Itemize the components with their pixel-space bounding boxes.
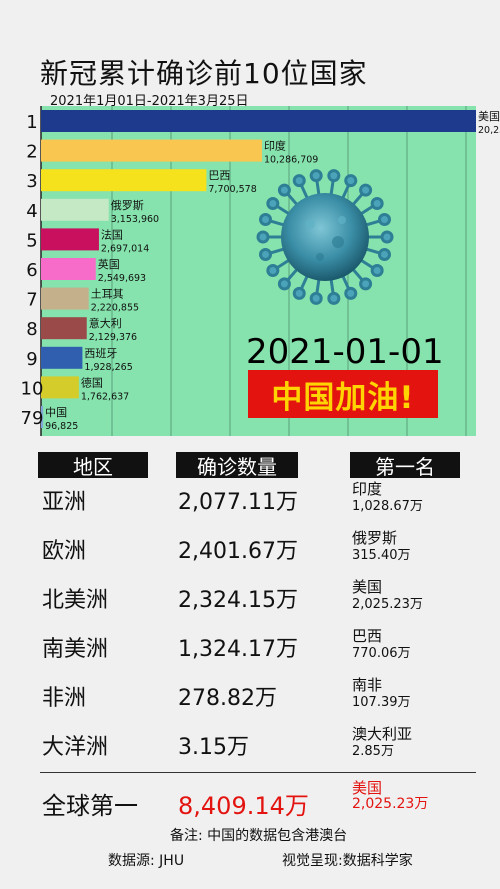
region-cell: 大洋洲 (42, 735, 109, 760)
rank-label: 7 (26, 290, 37, 311)
top-country-value: 770.06万 (352, 646, 411, 661)
top-country-value: 107.39万 (352, 695, 411, 710)
country-label: 印度 (264, 139, 286, 153)
value-label: 20,252,310 (478, 125, 500, 136)
bar (41, 139, 262, 162)
total-region: 全球第一 (42, 792, 138, 820)
country-label: 土耳其 (91, 288, 124, 301)
count-cell: 1,324.17万 (178, 637, 298, 662)
country-label: 法国 (101, 227, 123, 241)
country-label: 美国 (478, 110, 500, 123)
rank-label: 6 (26, 260, 37, 281)
date-range: 2021年1月01日-2021年3月25日 (50, 94, 249, 109)
top-country-name: 美国 (352, 578, 383, 596)
country-label: 德国 (81, 375, 103, 389)
bar (41, 376, 79, 399)
top-country-name: 巴西 (352, 627, 383, 645)
region-cell: 非洲 (42, 686, 87, 711)
rank-label: 4 (26, 201, 37, 222)
total-count: 8,409.14万 (178, 792, 309, 820)
value-label: 1,928,265 (84, 362, 132, 373)
credit: 视觉呈现:数据科学家 (282, 853, 413, 869)
top-country-name: 澳大利亚 (352, 725, 413, 743)
top-country-name: 印度 (352, 480, 383, 498)
total-top-name: 美国 (352, 779, 383, 797)
bar (41, 228, 99, 251)
count-cell: 3.15万 (178, 735, 249, 760)
value-label: 2,697,014 (101, 243, 149, 254)
footnote: 备注: 中国的数据包含港澳台 (170, 828, 348, 844)
top-country-value: 315.40万 (352, 548, 411, 563)
value-label: 7,700,578 (208, 184, 256, 195)
bar (41, 110, 476, 132)
value-label: 2,220,855 (91, 303, 139, 314)
count-cell: 2,077.11万 (178, 490, 298, 515)
slogan-banner: 中国加油! (248, 370, 438, 418)
bar (41, 258, 96, 280)
country-label: 中国 (45, 406, 67, 419)
header-region: 地区 (38, 452, 148, 479)
country-label: 英国 (98, 257, 120, 271)
bar (41, 346, 83, 369)
region-cell: 亚洲 (42, 490, 87, 515)
rank-label: 1 (26, 112, 37, 133)
data-source: 数据源: JHU (108, 853, 185, 869)
rank-label: 5 (26, 230, 37, 251)
table-divider (40, 772, 476, 773)
count-cell: 2,324.15万 (178, 588, 298, 613)
bar (41, 198, 109, 221)
rank-label: 79 (21, 408, 44, 429)
value-label: 2,549,693 (98, 273, 146, 284)
top-country-value: 2,025.23万 (352, 597, 423, 612)
country-label: 意大利 (89, 316, 122, 330)
count-cell: 278.82万 (178, 686, 277, 711)
rank-label: 8 (26, 319, 37, 340)
rank-label: 10 (21, 378, 44, 399)
top-country-value: 2.85万 (352, 744, 394, 759)
value-label: 1,762,637 (81, 391, 129, 402)
header-top: 第一名 (350, 452, 460, 479)
value-label: 96,825 (45, 421, 78, 432)
value-label: 10,286,709 (264, 155, 318, 166)
bar (41, 287, 89, 310)
total-top-value: 2,025.23万 (352, 796, 429, 812)
bar (41, 317, 87, 340)
region-cell: 北美洲 (42, 588, 109, 613)
bar (41, 169, 207, 192)
page-title: 新冠累计确诊前10位国家 (40, 57, 368, 90)
region-cell: 南美洲 (42, 637, 109, 662)
country-label: 西班牙 (84, 347, 117, 360)
header-count: 确诊数量 (176, 452, 298, 479)
rank-label: 3 (26, 171, 37, 192)
rank-label: 9 (26, 349, 37, 370)
rank-label: 2 (26, 142, 37, 163)
value-label: 2,129,376 (89, 332, 137, 343)
count-cell: 2,401.67万 (178, 539, 298, 564)
country-label: 巴西 (208, 169, 230, 182)
current-date: 2021-01-01 (246, 332, 444, 372)
virus-icon (256, 169, 394, 305)
top-country-name: 南非 (352, 676, 383, 694)
value-label: 3,153,960 (111, 214, 159, 225)
bar (41, 406, 44, 428)
top-country-name: 俄罗斯 (352, 529, 398, 547)
region-cell: 欧洲 (42, 539, 87, 564)
top-country-value: 1,028.67万 (352, 499, 423, 514)
country-label: 俄罗斯 (111, 199, 144, 212)
